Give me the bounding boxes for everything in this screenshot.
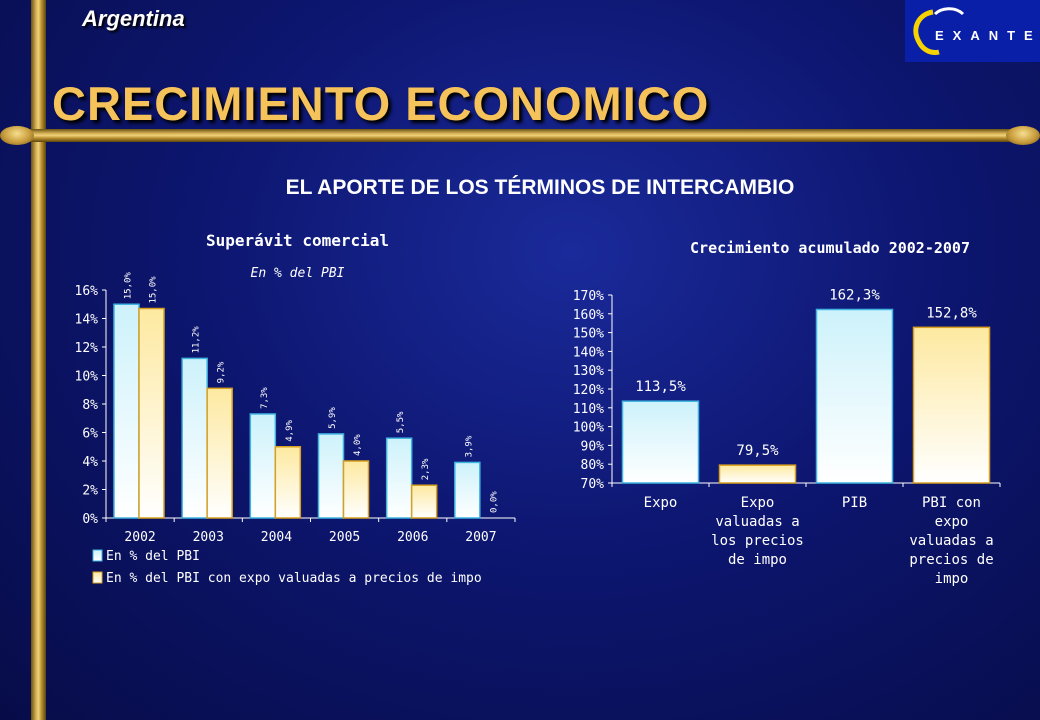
y-tick-label: 130% [573, 364, 604, 379]
y-tick-label: 80% [581, 458, 605, 473]
x-tick-label: expo [935, 514, 969, 530]
x-tick-label: 2003 [193, 530, 224, 545]
y-tick-label: 160% [573, 308, 604, 323]
y-tick-label: 6% [82, 427, 98, 442]
data-label: 4,0% [353, 434, 363, 456]
x-tick-label: de impo [728, 552, 787, 568]
country-label: Argentina [82, 6, 185, 31]
legend-swatch [92, 549, 103, 562]
y-tick-label: 70% [581, 477, 605, 492]
y-tick-label: 150% [573, 327, 604, 342]
x-tick-label: PIB [842, 495, 867, 511]
left-chart-title: Superávit comercial [205, 231, 390, 250]
y-tick-label: 90% [581, 439, 605, 454]
data-label: 0,0% [489, 491, 499, 513]
left-bar-chart: 0% 2% 4% 6% 8% 10% 12% 14% 16% 15,0% 15,0% 2002 11,2… [75, 272, 516, 586]
x-tick-label: valuadas a [909, 533, 993, 549]
data-label: 15,0% [149, 276, 159, 304]
right-bar-chart: 70% 80% 90% 100% 110% 120% 130% 140% 150% 160% 170… [573, 287, 1001, 587]
right-chart-title: Crecimiento acumulado 2002-2007 [690, 239, 970, 257]
x-tick-label: valuadas a [715, 514, 799, 530]
y-tick-label: 10% [75, 370, 99, 385]
y-tick-label: 12% [75, 341, 99, 356]
gold-vertical-bar [31, 0, 46, 720]
data-label: 152,8% [926, 305, 977, 321]
y-tick-label: 14% [75, 313, 99, 328]
x-tick-label: 2007 [465, 530, 496, 545]
y-tick-label: 100% [573, 421, 604, 436]
bar [621, 400, 700, 484]
bar [274, 446, 302, 519]
y-tick-label: 120% [573, 383, 604, 398]
data-label: 3,9% [464, 435, 474, 457]
data-label: 113,5% [635, 379, 686, 395]
logo-swoosh-icon [913, 7, 965, 55]
data-label: 11,2% [192, 326, 202, 354]
data-label: 7,3% [260, 387, 270, 409]
bar [342, 460, 370, 519]
gold-bar-cap-right [1006, 126, 1040, 145]
x-tick-label: los precios [711, 533, 804, 549]
page-subtitle: EL APORTE DE LOS TÉRMINOS DE INTERCAMBIO [285, 176, 795, 199]
data-label: 9,2% [217, 361, 227, 383]
data-label: 79,5% [736, 443, 779, 459]
x-tick-label: PBI con [922, 495, 981, 511]
bar [181, 357, 208, 519]
legend-entry: En % del PBI [106, 549, 200, 564]
bar [912, 326, 991, 484]
x-tick-label: 2002 [124, 530, 155, 545]
gold-horizontal-bar [8, 129, 1038, 142]
x-tick-label: 2004 [261, 530, 292, 545]
x-tick-label: impo [935, 571, 969, 587]
exante-logo: EXANTE [905, 0, 1040, 62]
legend-swatch [92, 571, 103, 584]
x-tick-label: 2005 [329, 530, 360, 545]
x-tick-label: precios de [909, 552, 993, 568]
y-tick-label: 110% [573, 402, 604, 417]
y-tick-label: 16% [75, 284, 99, 299]
bar [138, 307, 165, 519]
data-label: 15,0% [124, 272, 134, 300]
x-tick-label: 2006 [397, 530, 428, 545]
left-chart-subtitle: En % del PBI [250, 266, 345, 281]
legend-entry: En % del PBI con expo valuadas a precios… [106, 571, 482, 586]
y-tick-label: 2% [82, 484, 98, 499]
bar [815, 308, 894, 484]
y-tick-label: 0% [82, 512, 98, 527]
bar [718, 464, 797, 484]
gold-bar-cap-left [0, 126, 34, 145]
bar [454, 461, 481, 519]
bar [113, 303, 140, 519]
data-label: 5,5% [396, 411, 406, 433]
bar [385, 437, 413, 519]
bar [249, 413, 277, 519]
data-label: 5,9% [328, 407, 338, 429]
bar [410, 484, 438, 519]
x-tick-label: Expo [644, 495, 678, 511]
bar [206, 387, 233, 519]
page-title: CRECIMIENTO ECONOMICO [52, 77, 710, 130]
data-label: 2,3% [421, 458, 431, 480]
y-tick-label: 4% [82, 455, 98, 470]
bar [317, 433, 345, 519]
x-tick-label: Expo [741, 495, 775, 511]
y-tick-label: 170% [573, 289, 604, 304]
logo-text: EXANTE [935, 28, 1040, 43]
y-tick-label: 140% [573, 345, 604, 360]
y-tick-label: 8% [82, 398, 98, 413]
data-label: 4,9% [285, 419, 295, 441]
data-label: 162,3% [829, 287, 880, 303]
